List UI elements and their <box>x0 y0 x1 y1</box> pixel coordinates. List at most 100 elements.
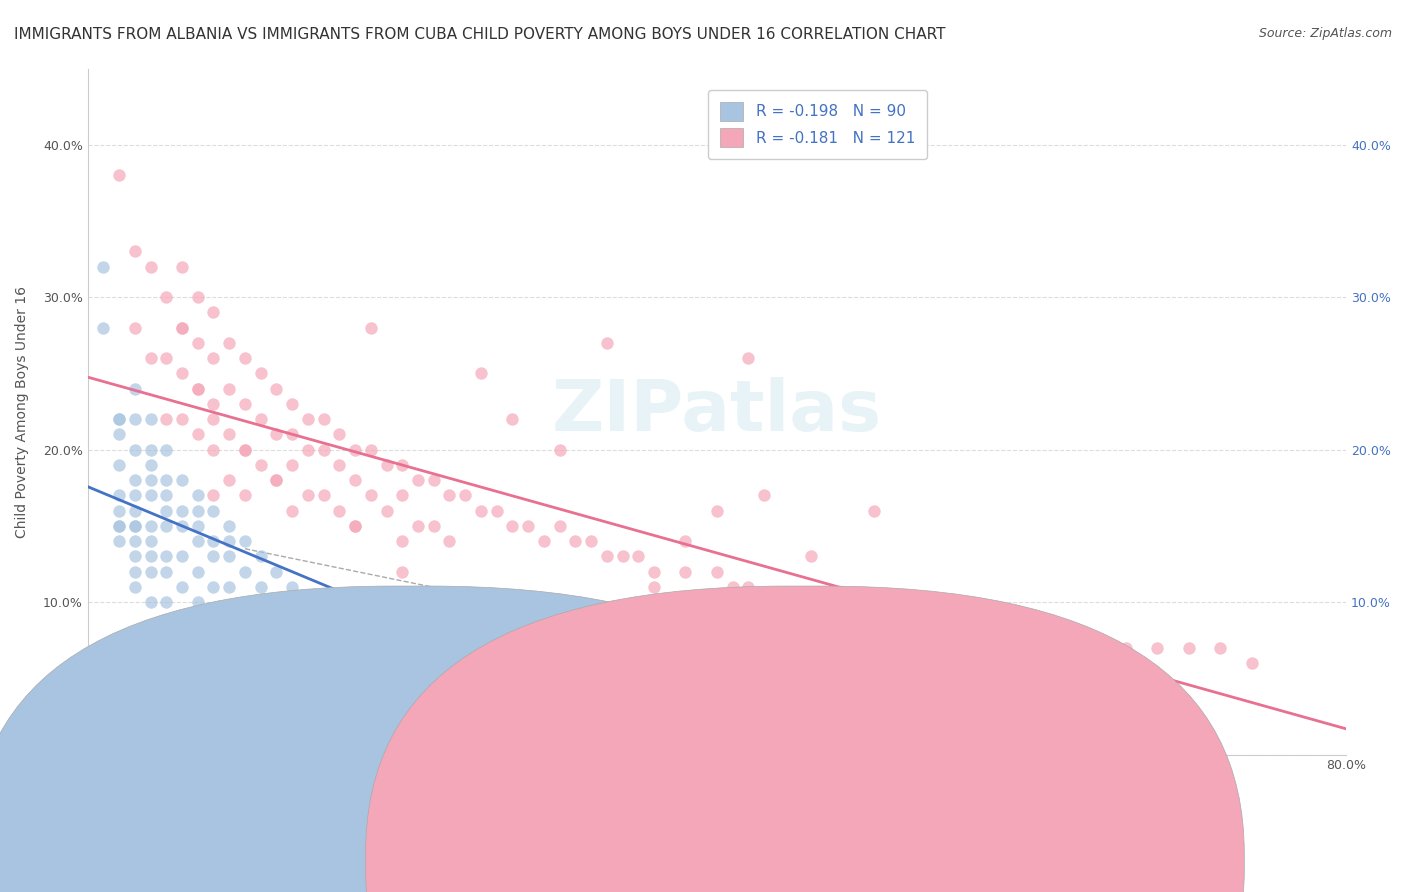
Point <box>139 458 162 472</box>
Point <box>170 412 193 426</box>
Point <box>249 412 271 426</box>
Point <box>501 656 523 670</box>
Point <box>170 320 193 334</box>
Point <box>266 427 288 442</box>
Point <box>124 503 146 517</box>
Point <box>485 503 508 517</box>
Point <box>170 260 193 274</box>
Point <box>391 534 413 549</box>
Point <box>108 534 131 549</box>
Point <box>675 687 697 701</box>
Point <box>391 488 413 502</box>
Point <box>312 412 335 426</box>
Point <box>1178 640 1201 655</box>
Point <box>124 534 146 549</box>
Point <box>266 473 288 487</box>
Point <box>155 488 177 502</box>
Point <box>517 595 540 609</box>
Point <box>108 427 131 442</box>
Point <box>360 320 382 334</box>
Point <box>281 503 304 517</box>
Point <box>233 534 256 549</box>
Point <box>139 534 162 549</box>
Point <box>439 488 461 502</box>
Point <box>344 442 367 457</box>
Point <box>422 519 444 533</box>
Point <box>533 534 555 549</box>
Point <box>139 549 162 564</box>
Point <box>675 565 697 579</box>
Point <box>93 260 115 274</box>
Point <box>124 565 146 579</box>
Point <box>108 168 131 182</box>
Point <box>155 565 177 579</box>
Point <box>155 351 177 366</box>
Point <box>328 610 350 624</box>
Point <box>202 488 225 502</box>
Point <box>202 305 225 319</box>
Point <box>155 412 177 426</box>
Point <box>281 610 304 624</box>
Point <box>406 519 429 533</box>
Point <box>218 534 240 549</box>
Point <box>596 549 619 564</box>
Point <box>281 397 304 411</box>
Point <box>187 290 209 304</box>
Point <box>422 640 444 655</box>
Point <box>187 488 209 502</box>
Point <box>706 565 728 579</box>
Text: Immigrants from Cuba: Immigrants from Cuba <box>827 809 984 823</box>
Point <box>233 397 256 411</box>
Point <box>312 625 335 640</box>
Point <box>155 503 177 517</box>
Point <box>422 625 444 640</box>
Point <box>249 610 271 624</box>
Point <box>202 412 225 426</box>
Point <box>406 640 429 655</box>
Point <box>218 610 240 624</box>
Point <box>454 488 477 502</box>
Point <box>706 503 728 517</box>
Point <box>548 671 571 685</box>
Point <box>470 503 492 517</box>
Point <box>328 503 350 517</box>
Point <box>391 565 413 579</box>
Point <box>344 519 367 533</box>
Point <box>155 442 177 457</box>
Point <box>233 442 256 457</box>
Point <box>312 595 335 609</box>
Point <box>470 367 492 381</box>
Point <box>249 458 271 472</box>
Point <box>863 503 886 517</box>
Point <box>344 519 367 533</box>
Point <box>233 565 256 579</box>
Point <box>266 595 288 609</box>
Point <box>312 442 335 457</box>
Point <box>124 580 146 594</box>
Point <box>202 580 225 594</box>
Point <box>1083 640 1105 655</box>
Point <box>202 534 225 549</box>
Point <box>233 488 256 502</box>
Point <box>218 580 240 594</box>
Point <box>202 442 225 457</box>
Point <box>139 351 162 366</box>
Point <box>170 519 193 533</box>
Point <box>187 335 209 350</box>
Point <box>233 442 256 457</box>
Point <box>170 503 193 517</box>
Point <box>627 549 650 564</box>
Point <box>202 503 225 517</box>
Point <box>564 534 586 549</box>
Point <box>1115 640 1137 655</box>
Point <box>108 503 131 517</box>
Point <box>155 549 177 564</box>
Point <box>233 351 256 366</box>
Point <box>328 427 350 442</box>
Point <box>281 458 304 472</box>
Point <box>769 595 792 609</box>
Point <box>218 427 240 442</box>
Point <box>108 519 131 533</box>
Point <box>187 534 209 549</box>
Point <box>233 595 256 609</box>
